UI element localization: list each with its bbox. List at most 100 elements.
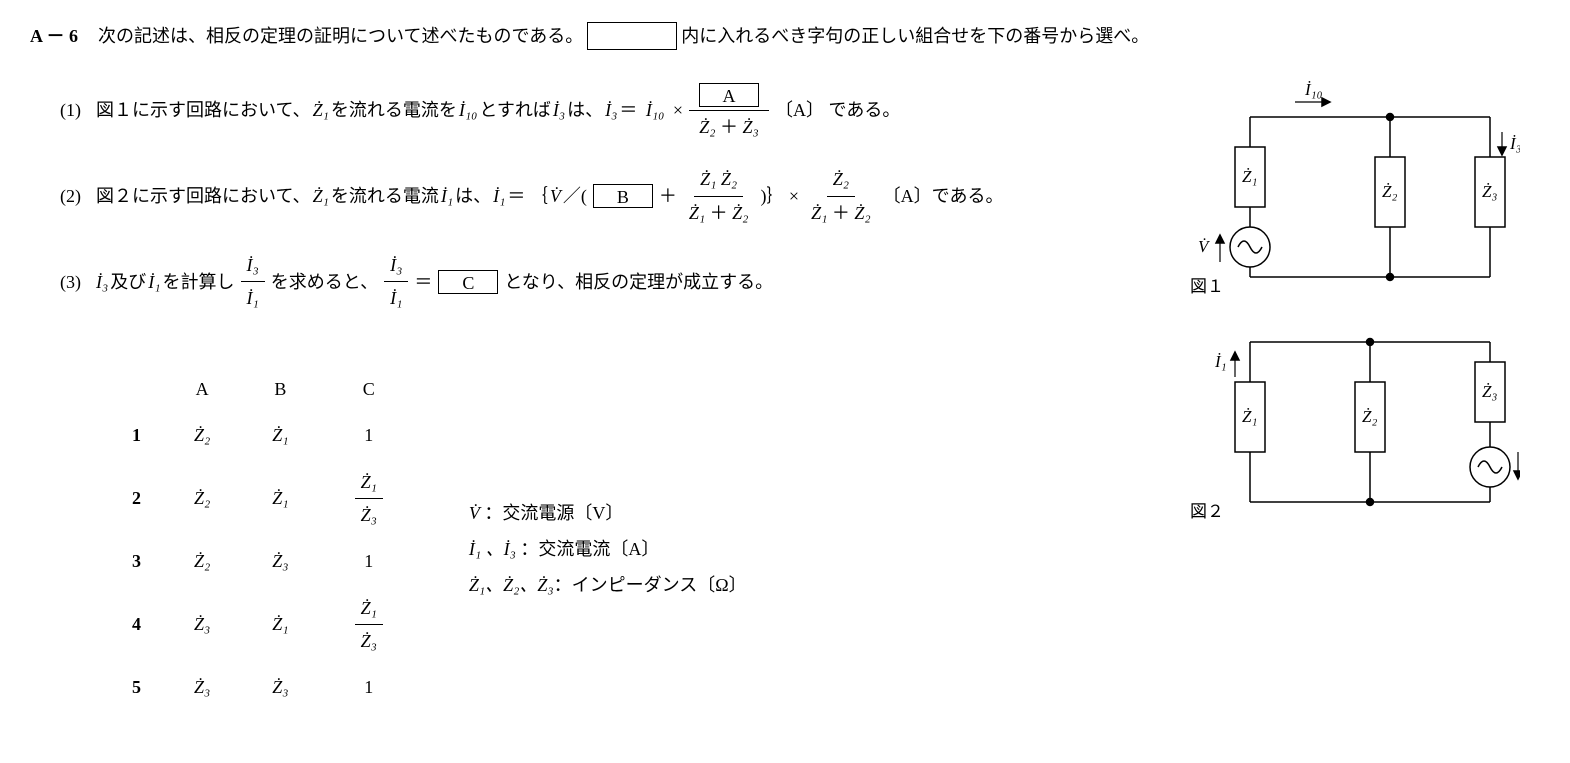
table-row: 5 Ż₃ Ż₃ 1 xyxy=(102,665,417,709)
fig1-z2-label: Ż₂ xyxy=(1382,182,1397,201)
question-body: (1) 図１に示す回路において、 Ż₁ を流れる電流を İ₁₀ とすれば İ₃ … xyxy=(30,77,1160,711)
row-4-a: Ż₃ xyxy=(164,586,240,664)
f4d: İ₁ xyxy=(390,288,402,308)
fig2-z1-label: Ż₁ xyxy=(1242,407,1257,426)
col-a: A xyxy=(164,367,240,411)
legend-i: ：交流電流〔A〕 xyxy=(516,539,660,559)
fig1-z1-label: Ż₁ xyxy=(1242,167,1257,186)
answer-header-row: A B C xyxy=(102,367,417,411)
p2-t8: 〔A〕である。 xyxy=(883,180,1004,212)
p1-t3: とすれば xyxy=(479,94,550,126)
legend-z: ：インピーダンス〔Ω〕 xyxy=(554,575,747,595)
part-2-num: (2) xyxy=(60,180,81,212)
var-z1: Ż₁ xyxy=(313,94,329,126)
p2-t2: を流れる電流 xyxy=(331,180,439,212)
row-3-b: Ż₃ xyxy=(242,539,318,583)
p3-t2: を計算し xyxy=(163,266,235,298)
frac-z2: Ż₂ xyxy=(699,117,715,137)
blank-a: A xyxy=(699,83,759,107)
p3-frac2: İ₃ İ₁ xyxy=(384,249,408,315)
part-1: (1) 図１に示す回路において、 Ż₁ を流れる電流を İ₁₀ とすれば İ₃ … xyxy=(30,77,1160,143)
blank-c: C xyxy=(438,270,498,294)
row-1-a: Ż₂ xyxy=(164,413,240,457)
p2-t5: ／( xyxy=(563,180,587,212)
fig1-i3-label: İ₃ xyxy=(1509,134,1520,153)
question-number: A － 6 xyxy=(30,20,78,52)
part-3: (3) İ₃ 及び İ₁ を計算し İ₃ İ₁ を求めると、 İ₃ İ₁ ＝ C… xyxy=(30,249,1160,315)
p2-i1b: İ₁ xyxy=(493,180,505,212)
f3n: İ₃ xyxy=(247,255,259,275)
f1n-z1: Ż₁ xyxy=(700,169,716,189)
fig2-label: 図２ xyxy=(1190,502,1224,521)
part-3-num: (3) xyxy=(60,266,81,298)
row-5-a: Ż₃ xyxy=(164,665,240,709)
var-i10: İ₁₀ xyxy=(459,94,478,126)
circuit-figure-2: İ₁ Ż₁ Ż₂ Ż₃ V̇ 図２ xyxy=(1180,302,1520,527)
col-b: B xyxy=(242,367,318,411)
blank-b: B xyxy=(593,184,653,208)
table-row: 1 Ż₂ Ż₁ 1 xyxy=(102,413,417,457)
row-1-num: 1 xyxy=(102,413,162,457)
row-4-c: Ż₁Ż₃ xyxy=(321,586,417,664)
fig1-z3-label: Ż₃ xyxy=(1482,182,1497,201)
row-2-num: 2 xyxy=(102,460,162,538)
p1-t2: を流れる電流を xyxy=(331,94,457,126)
row-3-num: 3 xyxy=(102,539,162,583)
p3-t5: となり、相反の定理が成立する。 xyxy=(504,266,773,298)
row-2-b: Ż₁ xyxy=(242,460,318,538)
p2-z1: Ż₁ xyxy=(313,180,329,212)
p1-t6: × xyxy=(673,94,683,126)
p2-i1: İ₁ xyxy=(441,180,453,212)
part-1-num: (1) xyxy=(60,94,81,126)
f2d-z2: Ż₂ xyxy=(854,203,870,223)
legend-z-sym: Ż₁、Ż₂、Ż₃ xyxy=(469,575,554,595)
fig2-z2-label: Ż₂ xyxy=(1362,407,1377,426)
row-3-a: Ż₂ xyxy=(164,539,240,583)
var-i3: İ₃ xyxy=(553,94,565,126)
row-4-num: 4 xyxy=(102,586,162,664)
fig1-i10-label: İ₁₀ xyxy=(1304,80,1323,99)
f1d-z2: Ż₂ xyxy=(732,203,748,223)
question-header: A － 6 次の記述は、相反の定理の証明について述べたものである。 内に入れるべ… xyxy=(30,20,1540,52)
row-1-c: 1 xyxy=(321,413,417,457)
p2-t3: は、 xyxy=(455,180,491,212)
f2n-z2: Ż₂ xyxy=(833,169,849,189)
p3-i3: İ₃ xyxy=(96,266,108,298)
figures-panel: İ₁₀ İ₃ Ż₁ Ż₂ Ż₃ V̇ 図１ xyxy=(1160,77,1540,527)
p2-v: V̇ xyxy=(550,180,561,212)
fig2-i1-label: İ₁ xyxy=(1214,352,1227,371)
fig1-label: 図１ xyxy=(1190,277,1224,296)
row-5-b: Ż₃ xyxy=(242,665,318,709)
p3-frac1: İ₃ İ₁ xyxy=(241,249,265,315)
var-i3b: İ₃ xyxy=(605,94,617,126)
question-text-1: 次の記述は、相反の定理の証明について述べたものである。 xyxy=(98,20,583,52)
table-row: 3 Ż₂ Ż₃ 1 xyxy=(102,539,417,583)
table-row: 4 Ż₃ Ż₁ Ż₁Ż₃ xyxy=(102,586,417,664)
legend-v: ：交流電源〔V〕 xyxy=(480,503,624,523)
p1-t4: は、 xyxy=(567,94,603,126)
p2-t7: )｝ × xyxy=(760,180,799,212)
f1n-z2: Ż₂ xyxy=(721,169,737,189)
legend-v-sym: V̇ xyxy=(469,503,480,523)
row-2-c: Ż₁Ż₃ xyxy=(321,460,417,538)
p2-t4: ＝ ｛ xyxy=(507,180,548,212)
p3-t3: を求めると、 xyxy=(271,266,378,298)
f1d-z1: Ż₁ xyxy=(689,203,705,223)
row-5-c: 1 xyxy=(321,665,417,709)
fig1-v-label: V̇ xyxy=(1198,237,1211,256)
p2-frac2: Ż₂ Ż₁ ＋ Ż₂ xyxy=(805,163,877,229)
f3d: İ₁ xyxy=(247,288,259,308)
legend-i-sym: İ₁ 、İ₃ xyxy=(469,539,516,559)
f4n: İ₃ xyxy=(390,255,402,275)
row-4-b: Ż₁ xyxy=(242,586,318,664)
p3-t4: ＝ xyxy=(414,266,432,298)
row-1-b: Ż₁ xyxy=(242,413,318,457)
legend: V̇ ：交流電源〔V〕 İ₁ 、İ₃ ：交流電流〔A〕 Ż₁、Ż₂、Ż₃：インピ… xyxy=(469,495,747,603)
p3-i1: İ₁ xyxy=(148,266,160,298)
p1-fraction: A Ż₂ ＋ Ż₃ xyxy=(689,77,769,143)
row-5-num: 5 xyxy=(102,665,162,709)
answer-table: A B C 1 Ż₂ Ż₁ 1 2 Ż₂ Ż₁ Ż₁Ż₃ xyxy=(100,365,419,712)
circuit-figure-1: İ₁₀ İ₃ Ż₁ Ż₂ Ż₃ V̇ 図１ xyxy=(1180,77,1520,302)
fig2-z3-label: Ż₃ xyxy=(1482,382,1497,401)
var-i10b: İ₁₀ xyxy=(646,94,665,126)
